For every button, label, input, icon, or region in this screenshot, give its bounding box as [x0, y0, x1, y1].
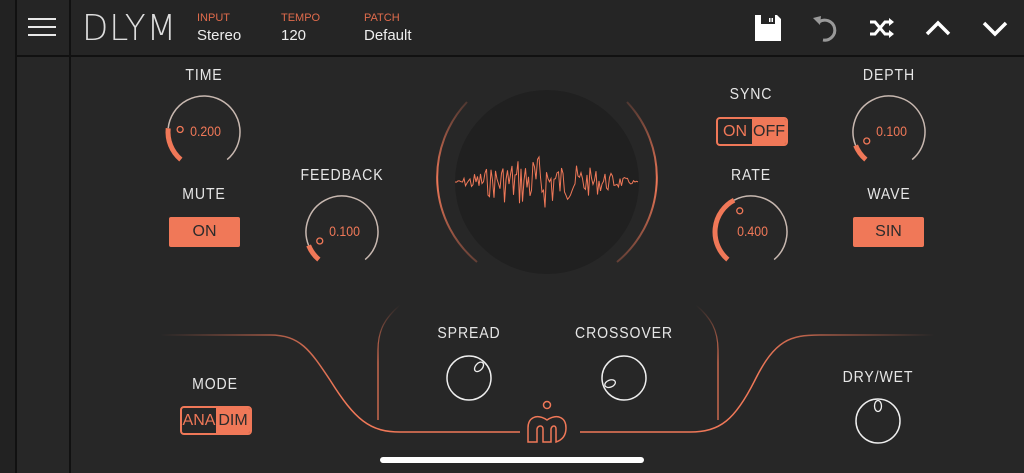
sync-toggle[interactable]: ON OFF	[716, 117, 788, 146]
depth-label: DEPTH	[862, 67, 916, 84]
time-knob[interactable]	[164, 92, 244, 172]
patch-field[interactable]: PATCH Default	[364, 12, 412, 44]
knob-indicator	[863, 137, 871, 145]
patch-value: Default	[364, 27, 412, 44]
mode-label: MODE	[192, 376, 238, 393]
knob-indicator	[873, 399, 883, 413]
shuffle-icon[interactable]	[865, 12, 897, 44]
knob-indicator	[473, 361, 485, 373]
depth-value: 0.100	[876, 123, 907, 139]
drywet-knob[interactable]	[853, 396, 903, 446]
rate-value: 0.400	[737, 223, 768, 239]
mode-dim-option[interactable]: DIM	[216, 408, 250, 433]
spread-knob[interactable]	[444, 353, 494, 403]
feedback-knob[interactable]	[302, 192, 382, 272]
mute-button[interactable]: ON	[169, 217, 240, 247]
wave-label: WAVE	[867, 186, 911, 203]
app-logo: DLYM	[82, 8, 178, 49]
mute-label: MUTE	[182, 186, 226, 203]
home-indicator[interactable]	[380, 457, 644, 463]
patch-label: PATCH	[364, 12, 400, 24]
left-edge-strip	[0, 0, 17, 473]
rate-label: RATE	[730, 167, 772, 184]
header-divider	[69, 0, 71, 55]
wave-button[interactable]: SIN	[853, 217, 924, 247]
visualizer-ring-right	[616, 101, 658, 263]
sync-off-option[interactable]: OFF	[752, 119, 786, 144]
sync-on-option[interactable]: ON	[723, 123, 747, 140]
feedback-value: 0.100	[329, 223, 360, 239]
sync-label: SYNC	[729, 86, 773, 103]
save-icon[interactable]	[752, 12, 784, 44]
side-column	[17, 57, 71, 473]
input-field[interactable]: INPUT Stereo	[197, 12, 241, 44]
mode-toggle[interactable]: ANA DIM	[180, 406, 252, 435]
input-label: INPUT	[197, 12, 230, 24]
knob-ring	[601, 355, 647, 401]
knob-track	[305, 195, 379, 261]
knob-track	[733, 195, 788, 261]
feedback-label: FEEDBACK	[300, 167, 384, 184]
visualizer-ring-left	[436, 101, 478, 263]
knob-fill	[853, 144, 868, 162]
spread-label: SPREAD	[437, 325, 501, 342]
rate-knob[interactable]	[711, 192, 791, 272]
knob-track	[852, 95, 926, 161]
tempo-value: 120	[281, 27, 307, 44]
knob-fill	[306, 244, 321, 262]
input-value: Stereo	[197, 27, 242, 44]
brand-logo-icon	[527, 400, 567, 444]
knob-indicator	[736, 207, 744, 215]
menu-icon[interactable]	[28, 18, 56, 36]
crossover-label: CROSSOVER	[575, 325, 673, 342]
knob-ring	[446, 355, 492, 401]
chevron-down-icon[interactable]	[979, 12, 1011, 44]
knob-ring	[855, 398, 901, 444]
header-bar	[17, 0, 1024, 57]
waveform-line	[454, 155, 639, 208]
undo-icon[interactable]	[809, 12, 841, 44]
tempo-label: TEMPO	[281, 12, 321, 24]
time-value: 0.200	[190, 123, 221, 139]
knob-indicator	[316, 237, 324, 245]
crossover-knob[interactable]	[599, 353, 649, 403]
time-label: TIME	[185, 67, 223, 84]
knob-track	[167, 95, 241, 161]
waveform-visualizer	[436, 90, 658, 274]
depth-knob[interactable]	[849, 92, 929, 172]
chevron-up-icon[interactable]	[922, 12, 954, 44]
visualizer-disc	[455, 90, 639, 274]
knob-indicator	[604, 379, 617, 389]
mode-ana-option[interactable]: ANA	[182, 412, 216, 429]
tempo-field[interactable]: TEMPO 120	[281, 12, 320, 44]
knob-indicator	[176, 125, 184, 134]
drywet-label: DRY/WET	[842, 369, 914, 386]
knob-fill	[165, 127, 183, 162]
knob-fill	[712, 198, 736, 262]
